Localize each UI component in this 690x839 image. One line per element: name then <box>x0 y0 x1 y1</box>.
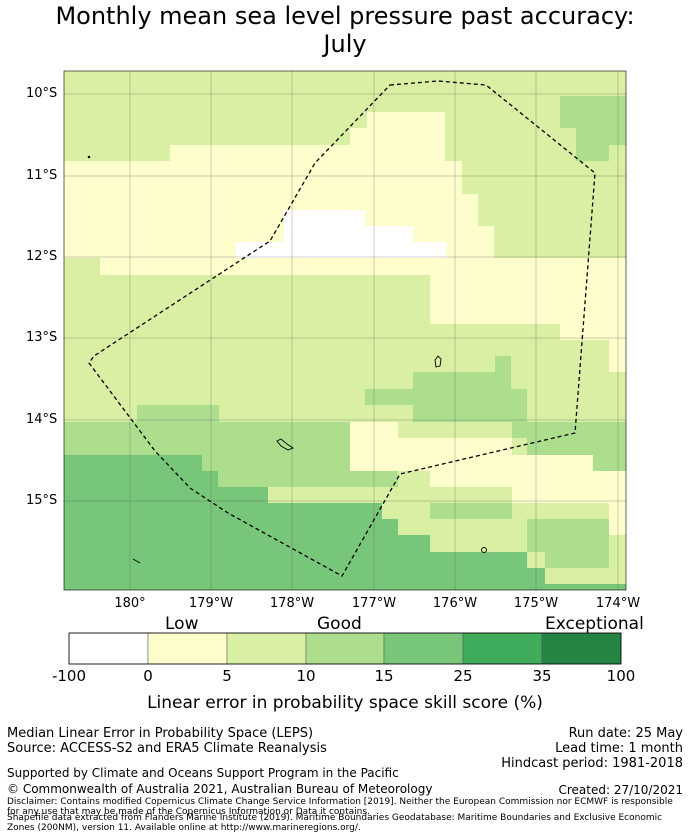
island-b <box>276 438 294 451</box>
cb-tick-10: 10 <box>296 667 316 685</box>
lon-label-178w: 178°W <box>269 596 315 611</box>
cb-mid-green <box>305 632 385 665</box>
lon-label-176w: 176°W <box>432 596 478 611</box>
cb-darkest-green <box>541 632 622 665</box>
cb-light-green <box>226 632 307 665</box>
map-grid <box>64 71 626 590</box>
lon-label-175w: 175°W <box>513 596 559 611</box>
lat-label-15s: 15°S <box>26 493 58 508</box>
island-c <box>481 547 487 553</box>
lon-label-179w: 179°W <box>188 596 234 611</box>
category-good: Good <box>317 614 362 634</box>
map-frame <box>63 70 627 591</box>
lat-label-14s: 14°S <box>26 412 58 427</box>
light-band-top <box>316 71 494 80</box>
lat-label-11s: 11°S <box>26 168 58 183</box>
category-exceptional: Exceptional <box>545 614 644 634</box>
island-d <box>132 558 141 564</box>
low-skill-region-south <box>350 422 626 535</box>
colorbar <box>68 632 622 665</box>
good-skill-region-east <box>512 422 626 471</box>
cb-dark-green <box>462 632 543 665</box>
high-skill-region-sw <box>64 455 626 590</box>
footer-run-date: Run date: 25 May <box>568 726 683 741</box>
cb-tick-minus100: -100 <box>51 667 87 685</box>
colorbar-title: Linear error in probability space skill … <box>147 693 543 713</box>
islands <box>87 155 487 564</box>
title-line-1: Monthly mean sea level pressure past acc… <box>55 2 635 30</box>
title-line-2: July <box>323 30 367 58</box>
lon-label-177w: 177°W <box>351 596 397 611</box>
no-skill-region <box>236 210 446 258</box>
lat-label-10s: 10°S <box>26 86 58 101</box>
cb-green <box>383 632 464 665</box>
footer-supported: Supported by Climate and Oceans Support … <box>7 766 399 780</box>
cb-frame <box>68 632 622 665</box>
footer-source: Source: ACCESS-S2 and ERA5 Climate Reana… <box>7 741 327 756</box>
low-skill-region-north <box>64 112 626 275</box>
lon-label-174w: 174°W <box>595 596 641 611</box>
cb-tick-15: 15 <box>374 667 394 685</box>
lat-label-12s: 12°S <box>26 249 58 264</box>
footer-hindcast: Hindcast period: 1981-2018 <box>501 756 683 771</box>
footer-created: Created: 27/10/2021 <box>558 783 683 797</box>
lon-label-180: 180° <box>114 596 146 611</box>
good-skill-region-ne <box>560 96 626 161</box>
good-skill-region-central <box>365 356 527 422</box>
cb-pale-yellow <box>147 632 228 665</box>
cb-tick-35: 35 <box>532 667 552 685</box>
eez-boundary <box>88 80 596 577</box>
category-low: Low <box>165 614 199 634</box>
footer-leps: Median Linear Error in Probability Space… <box>7 726 314 741</box>
footer-disclaimer: Disclaimer: Contains modified Copernicus… <box>7 797 673 817</box>
cb-tick-5: 5 <box>222 667 232 685</box>
cb-tick-0: 0 <box>143 667 153 685</box>
cb-tick-100: 100 <box>606 667 636 685</box>
island-e <box>87 155 91 159</box>
skill-map <box>63 70 627 665</box>
good-skill-region-west <box>64 405 609 568</box>
footer-lead-time: Lead time: 1 month <box>555 741 683 756</box>
footer-shapefile: Shapefile data extracted from Flanders M… <box>7 813 663 833</box>
footer-copyright: © Commonwealth of Australia 2021, Austra… <box>7 782 433 796</box>
island-a <box>434 355 442 368</box>
cb-tick-25: 25 <box>453 667 473 685</box>
cb-white <box>68 632 149 665</box>
low-skill-region-east <box>430 275 626 372</box>
lat-label-13s: 13°S <box>26 330 58 345</box>
